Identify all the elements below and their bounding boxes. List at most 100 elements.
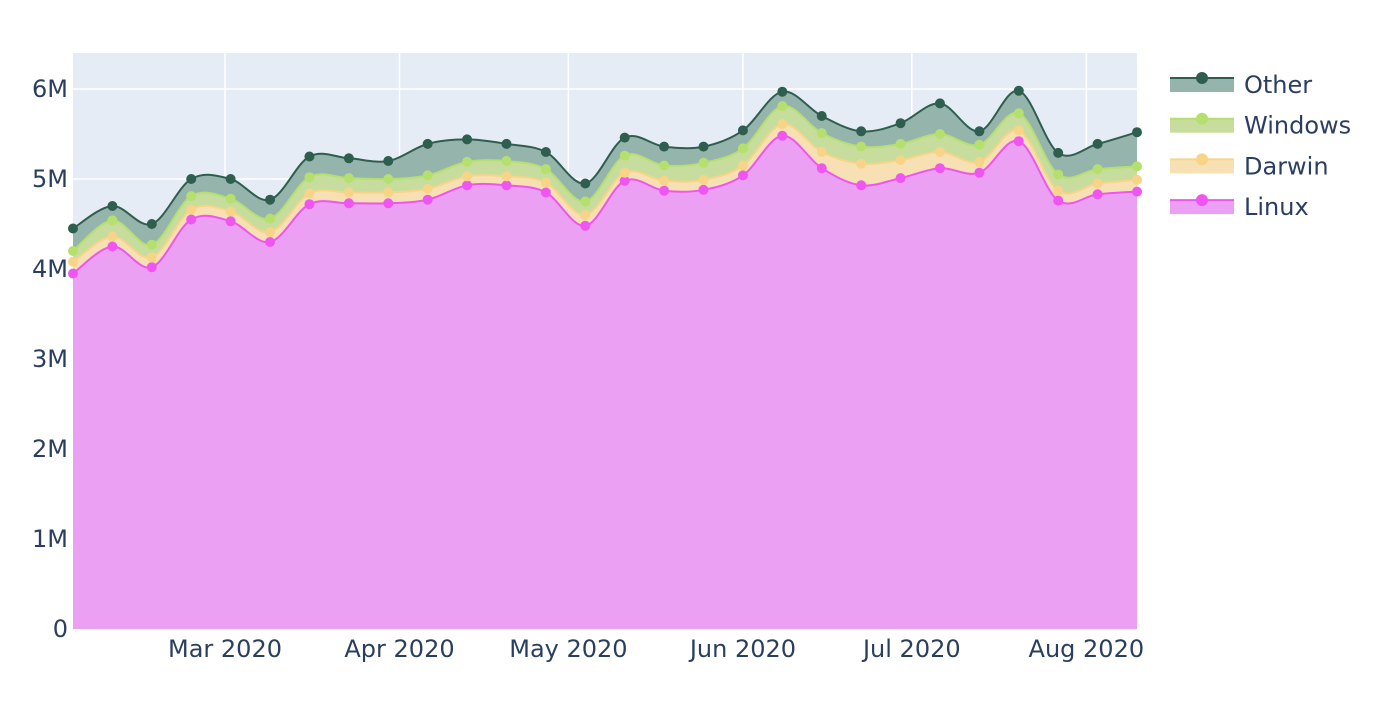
windows-point[interactable] bbox=[462, 156, 473, 167]
darwin-point[interactable] bbox=[146, 252, 157, 263]
other-point[interactable] bbox=[225, 174, 236, 184]
darwin-point[interactable] bbox=[659, 175, 670, 186]
linux-point[interactable] bbox=[462, 180, 473, 191]
other-point[interactable] bbox=[895, 118, 906, 129]
other-point[interactable] bbox=[580, 178, 591, 189]
darwin-point[interactable] bbox=[934, 147, 945, 157]
windows-point[interactable] bbox=[934, 129, 945, 139]
other-point[interactable] bbox=[462, 134, 473, 145]
windows-point[interactable] bbox=[225, 193, 236, 204]
linux-point[interactable] bbox=[225, 216, 236, 227]
legend-item-other[interactable]: Other bbox=[1170, 71, 1312, 99]
linux-point[interactable] bbox=[698, 184, 709, 195]
windows-point[interactable] bbox=[540, 164, 551, 175]
other-point[interactable] bbox=[68, 223, 78, 234]
linux-point[interactable] bbox=[737, 170, 748, 181]
darwin-point[interactable] bbox=[1013, 125, 1024, 136]
windows-point[interactable] bbox=[895, 138, 906, 149]
other-point[interactable] bbox=[1092, 138, 1103, 149]
other-point[interactable] bbox=[265, 194, 276, 205]
windows-point[interactable] bbox=[146, 239, 157, 250]
darwin-point[interactable] bbox=[619, 167, 630, 178]
darwin-point[interactable] bbox=[737, 160, 748, 171]
linux-point[interactable] bbox=[1013, 136, 1024, 147]
windows-point[interactable] bbox=[1092, 164, 1103, 175]
windows-point[interactable] bbox=[186, 191, 197, 202]
other-point[interactable] bbox=[383, 156, 394, 166]
other-point[interactable] bbox=[146, 219, 157, 229]
linux-point[interactable] bbox=[304, 199, 315, 210]
darwin-point[interactable] bbox=[501, 171, 512, 182]
other-point[interactable] bbox=[856, 126, 867, 137]
darwin-point[interactable] bbox=[1053, 185, 1064, 196]
darwin-point[interactable] bbox=[68, 256, 78, 267]
windows-point[interactable] bbox=[737, 143, 748, 154]
windows-point[interactable] bbox=[383, 174, 394, 184]
darwin-point[interactable] bbox=[816, 147, 827, 157]
other-point[interactable] bbox=[1132, 127, 1142, 138]
windows-point[interactable] bbox=[1053, 169, 1064, 180]
other-point[interactable] bbox=[343, 153, 354, 164]
linux-point[interactable] bbox=[580, 220, 591, 231]
legend-item-darwin[interactable]: Darwin bbox=[1170, 152, 1329, 180]
windows-point[interactable] bbox=[1013, 108, 1024, 119]
darwin-point[interactable] bbox=[383, 187, 394, 198]
linux-point[interactable] bbox=[383, 198, 394, 209]
windows-point[interactable] bbox=[501, 156, 512, 166]
darwin-point[interactable] bbox=[974, 156, 985, 167]
windows-point[interactable] bbox=[816, 128, 827, 139]
windows-point[interactable] bbox=[698, 157, 709, 168]
linux-point[interactable] bbox=[68, 268, 78, 279]
linux-point[interactable] bbox=[107, 241, 118, 252]
darwin-point[interactable] bbox=[580, 210, 591, 220]
linux-point[interactable] bbox=[934, 163, 945, 174]
windows-point[interactable] bbox=[304, 172, 315, 183]
linux-point[interactable] bbox=[1092, 189, 1103, 200]
other-point[interactable] bbox=[737, 125, 748, 136]
linux-point[interactable] bbox=[1053, 195, 1064, 206]
windows-point[interactable] bbox=[580, 196, 591, 207]
linux-point[interactable] bbox=[186, 214, 197, 225]
darwin-point[interactable] bbox=[422, 183, 433, 194]
darwin-point[interactable] bbox=[1092, 178, 1103, 189]
windows-point[interactable] bbox=[777, 101, 788, 112]
other-point[interactable] bbox=[974, 126, 985, 137]
darwin-point[interactable] bbox=[856, 158, 867, 169]
linux-point[interactable] bbox=[974, 167, 985, 178]
linux-point[interactable] bbox=[501, 180, 512, 191]
windows-point[interactable] bbox=[107, 215, 118, 226]
linux-point[interactable] bbox=[540, 187, 551, 198]
linux-point[interactable] bbox=[856, 180, 867, 191]
windows-point[interactable] bbox=[265, 213, 276, 224]
linux-point[interactable] bbox=[422, 194, 433, 205]
other-point[interactable] bbox=[1013, 85, 1024, 96]
windows-point[interactable] bbox=[68, 246, 78, 256]
windows-point[interactable] bbox=[974, 139, 985, 150]
linux-point[interactable] bbox=[343, 198, 354, 209]
legend-item-linux[interactable]: Linux bbox=[1170, 193, 1309, 221]
other-point[interactable] bbox=[934, 98, 945, 109]
other-point[interactable] bbox=[501, 138, 512, 149]
linux-point[interactable] bbox=[895, 173, 906, 184]
linux-point[interactable] bbox=[659, 185, 670, 196]
other-point[interactable] bbox=[186, 174, 197, 184]
other-point[interactable] bbox=[422, 138, 433, 149]
windows-point[interactable] bbox=[1132, 161, 1142, 172]
darwin-point[interactable] bbox=[186, 204, 197, 215]
other-point[interactable] bbox=[619, 132, 630, 143]
linux-point[interactable] bbox=[1132, 186, 1142, 197]
linux-point[interactable] bbox=[619, 175, 630, 186]
darwin-point[interactable] bbox=[107, 231, 118, 242]
legend[interactable]: Other Windows Darwin Linux bbox=[1170, 71, 1351, 221]
linux-point[interactable] bbox=[265, 237, 276, 247]
other-point[interactable] bbox=[1053, 147, 1064, 158]
darwin-point[interactable] bbox=[540, 177, 551, 188]
darwin-point[interactable] bbox=[895, 155, 906, 166]
windows-point[interactable] bbox=[659, 160, 670, 171]
other-point[interactable] bbox=[107, 201, 118, 211]
darwin-point[interactable] bbox=[462, 171, 473, 182]
darwin-point[interactable] bbox=[265, 227, 276, 238]
windows-point[interactable] bbox=[422, 170, 433, 181]
darwin-point[interactable] bbox=[1132, 174, 1142, 185]
darwin-point[interactable] bbox=[698, 174, 709, 185]
